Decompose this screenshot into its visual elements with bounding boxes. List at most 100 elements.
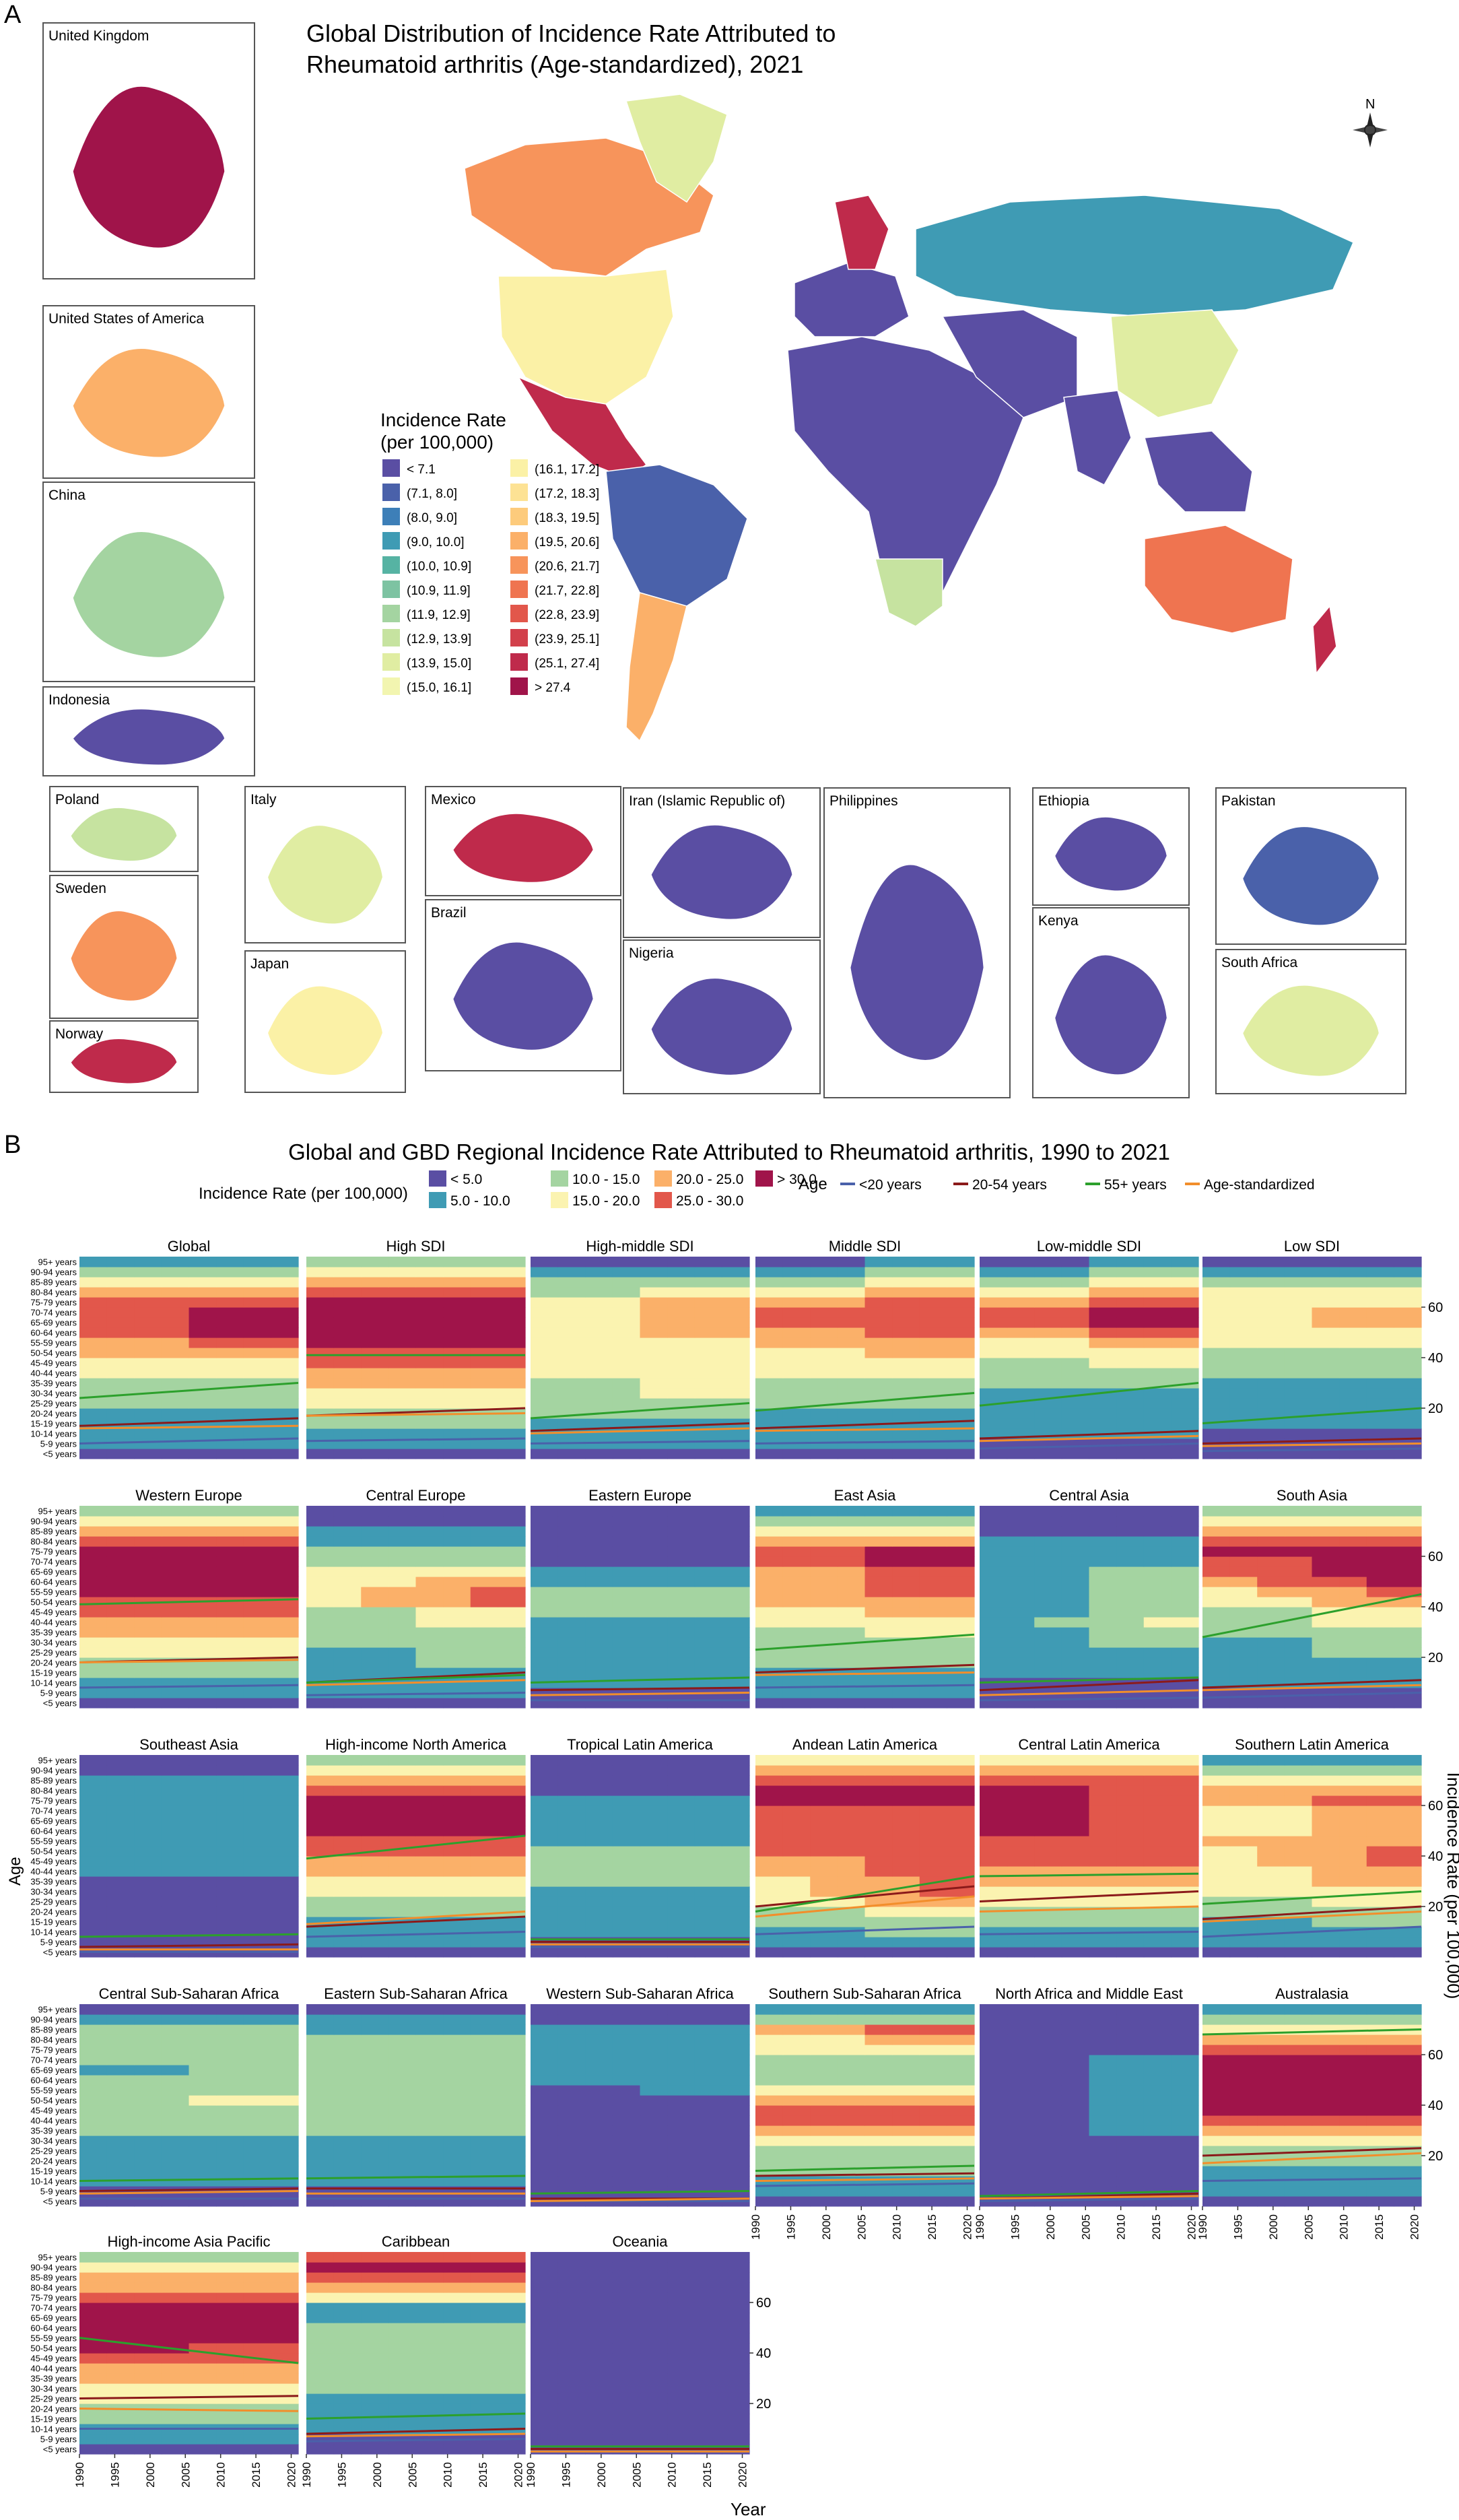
heat-cell: [388, 1607, 417, 1618]
heat-cell: [694, 1886, 722, 1897]
heat-cell: [1394, 1428, 1422, 1439]
heat-cell: [1007, 1277, 1035, 1288]
heat-cell: [1034, 1927, 1062, 1937]
series-line-a2054: [1202, 1679, 1422, 1689]
inset-shape-14: [1054, 816, 1168, 892]
heat-cell: [947, 1297, 975, 1308]
heat-cell: [1312, 1428, 1340, 1439]
heat-cell: [1007, 1906, 1035, 1917]
heat-cell: [980, 1947, 1008, 1958]
heat-cell: [947, 1785, 975, 1796]
heat-cell: [1143, 1785, 1172, 1796]
heat-cell: [585, 1755, 613, 1766]
heat-cell: [388, 1277, 417, 1288]
heat-cell: [694, 1795, 722, 1806]
heat-cell: [980, 1267, 1008, 1278]
heat-cell: [443, 2075, 471, 2086]
heat-cell: [333, 1856, 362, 1867]
heat-cell: [1143, 2045, 1172, 2055]
heat-cell: [1312, 1597, 1340, 1607]
heat-cell: [1007, 1368, 1035, 1379]
heat-cell: [306, 1886, 335, 1897]
heat-cell: [216, 1388, 244, 1399]
heat-cell: [864, 1378, 893, 1389]
heat-cell: [306, 1617, 335, 1628]
heat-cell: [388, 2125, 417, 2136]
heat-cell: [612, 1277, 641, 1288]
heat-cell: [1116, 2156, 1145, 2166]
heat-cell: [106, 1428, 135, 1439]
heat-cell: [864, 1617, 893, 1628]
heat-cell: [1394, 1317, 1422, 1328]
heat-cell: [306, 2034, 335, 2045]
heat-cell: [1089, 1526, 1117, 1537]
heat-cell: [306, 1846, 335, 1857]
heat-cell: [1089, 1937, 1117, 1948]
heat-cell: [892, 2004, 920, 2015]
heat-cell: [980, 1277, 1008, 1288]
heat-cell: [892, 1438, 920, 1449]
heat-cell: [189, 1257, 217, 1267]
year-tick-label: 1990: [1196, 2214, 1209, 2240]
heat-cell: [722, 2014, 750, 2025]
heat-cell: [388, 2176, 417, 2187]
heat-cell: [722, 1277, 750, 1288]
heat-cell: [415, 1277, 444, 1288]
heat-cell: [1229, 1307, 1258, 1318]
heat-cell: [755, 1836, 784, 1847]
heat-cell: [106, 1906, 135, 1917]
heat-cell: [79, 1257, 108, 1267]
heat-cell: [79, 2135, 108, 2146]
heat-cell: [333, 2146, 362, 2156]
heat-cell: [161, 1667, 190, 1678]
age-tick-label: 30-34 years: [30, 1887, 77, 1897]
heat-cell: [271, 2105, 299, 2116]
age-tick-label: 95+ years: [38, 2253, 77, 2263]
heat-cell: [640, 1805, 668, 1816]
heat-cell: [388, 1876, 417, 1887]
heat-cell: [892, 1368, 920, 1379]
heat-cell: [216, 2363, 244, 2374]
heat-cell: [919, 1536, 947, 1547]
heat-cell: [1202, 1577, 1231, 1587]
heat-cell: [106, 2146, 135, 2156]
heat-cell: [415, 1647, 444, 1658]
heat-cell: [361, 2292, 389, 2303]
heat-cell: [864, 1647, 893, 1658]
heat-cell: [189, 2024, 217, 2035]
heat-cell: [443, 1449, 471, 1459]
heat-cell: [1143, 1536, 1172, 1547]
heat-cell: [810, 2065, 838, 2076]
heat-cell: [864, 1438, 893, 1449]
heat-cell: [443, 2363, 471, 2374]
heat-cell: [271, 2343, 299, 2354]
heat-cell: [243, 1428, 271, 1439]
heat-cell: [1061, 2166, 1090, 2177]
heat-cell: [837, 1937, 866, 1948]
heat-cell: [640, 2014, 668, 2025]
heat-cell: [243, 1526, 271, 1537]
inset-title-2: China: [48, 488, 86, 503]
heat-cell: [892, 1688, 920, 1698]
heat-cell: [755, 2055, 784, 2065]
series-line-asr: [530, 2197, 750, 2202]
heat-cell: [585, 1866, 613, 1877]
heat-cell: [1143, 1307, 1172, 1318]
facet-title-14: Tropical Latin America: [567, 1736, 714, 1753]
heat-cell: [1116, 1307, 1145, 1318]
heat-cell: [837, 1775, 866, 1786]
heat-cell: [443, 2373, 471, 2384]
heat-cell: [1312, 1627, 1340, 1638]
heat-cell: [612, 2034, 641, 2045]
heat-cell: [243, 1506, 271, 1517]
heat-cell: [1116, 1775, 1145, 1786]
age-tick-label: 45-49 years: [30, 1857, 77, 1867]
heat-cell: [1394, 1795, 1422, 1806]
heat-cell: [443, 2014, 471, 2025]
heat-cell: [667, 2055, 695, 2065]
heat-cell: [1394, 1637, 1422, 1648]
heat-cell: [612, 1795, 641, 1806]
heat-cell: [1202, 1267, 1231, 1278]
heat-cell: [1171, 1307, 1199, 1318]
heat-cell: [1394, 2095, 1422, 2106]
